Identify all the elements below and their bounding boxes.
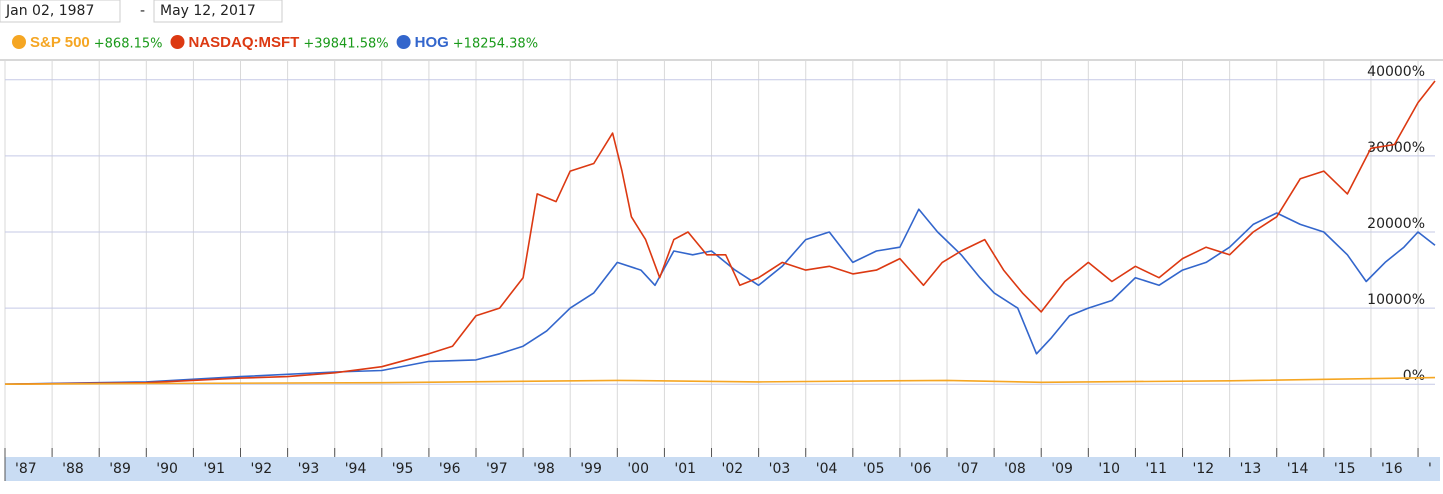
x-tick-label: '96 <box>439 461 461 477</box>
x-tick-label: '14 <box>1287 461 1309 477</box>
x-tick-label: '16 <box>1381 461 1403 477</box>
x-tick-label: '93 <box>298 461 320 477</box>
x-tick-label: '04 <box>816 461 838 477</box>
x-tick-label: '06 <box>910 461 932 477</box>
y-tick-label: 0% <box>1403 368 1425 384</box>
date-to-box[interactable] <box>153 0 283 23</box>
x-tick-label: '00 <box>627 461 649 477</box>
x-tick-label: '95 <box>392 461 414 477</box>
x-tick-label: '98 <box>533 461 555 477</box>
x-tick-label: '10 <box>1098 461 1120 477</box>
x-tick-label: '05 <box>863 461 885 477</box>
date-to[interactable]: May 12, 2017 <box>160 3 256 19</box>
legend-marker <box>396 35 411 49</box>
x-tick-label: '92 <box>251 461 273 477</box>
x-tick-label: '97 <box>486 461 508 477</box>
legend-name: HOG <box>415 34 449 51</box>
legend-name: S&P 500 <box>30 34 90 51</box>
x-tick-label: '02 <box>722 461 744 477</box>
x-tick-label: '08 <box>1004 461 1026 477</box>
x-tick-label: '90 <box>156 461 178 477</box>
x-tick-label: '87 <box>15 461 37 477</box>
y-tick-label: 30000% <box>1367 140 1425 156</box>
x-tick-label: '12 <box>1193 461 1215 477</box>
legend-change: +18254.38% <box>453 37 538 52</box>
x-tick-label: '03 <box>769 461 791 477</box>
x-axis-band <box>5 457 1440 481</box>
x-tick-label: '01 <box>674 461 696 477</box>
x-tick-label: '11 <box>1145 461 1167 477</box>
legend-change: +868.15% <box>94 37 163 52</box>
x-tick-label: '89 <box>109 461 131 477</box>
x-tick-label: '07 <box>957 461 979 477</box>
x-tick-label: ' <box>1428 461 1432 477</box>
series-line <box>4 376 1436 386</box>
legend-name: NASDAQ:MSFT <box>189 34 300 51</box>
legend-marker <box>12 35 26 49</box>
date-separator: - <box>140 3 145 19</box>
y-tick-label: 20000% <box>1367 216 1425 232</box>
x-tick-label: '15 <box>1334 461 1356 477</box>
date-from[interactable]: Jan 02, 1987 <box>5 3 94 19</box>
x-tick-label: '99 <box>580 461 602 477</box>
x-tick-label: '88 <box>62 461 84 477</box>
x-tick-label: '94 <box>345 461 367 477</box>
legend-change: +39841.58% <box>303 37 388 52</box>
date-from-box[interactable] <box>0 0 121 23</box>
x-tick-label: '91 <box>203 461 225 477</box>
series-line <box>4 208 1436 385</box>
x-tick-label: '13 <box>1240 461 1262 477</box>
x-tick-label: '09 <box>1051 461 1073 477</box>
y-tick-label: 10000% <box>1367 292 1425 308</box>
series-line <box>4 80 1436 385</box>
legend-marker <box>170 35 185 49</box>
y-tick-label: 40000% <box>1367 64 1425 80</box>
